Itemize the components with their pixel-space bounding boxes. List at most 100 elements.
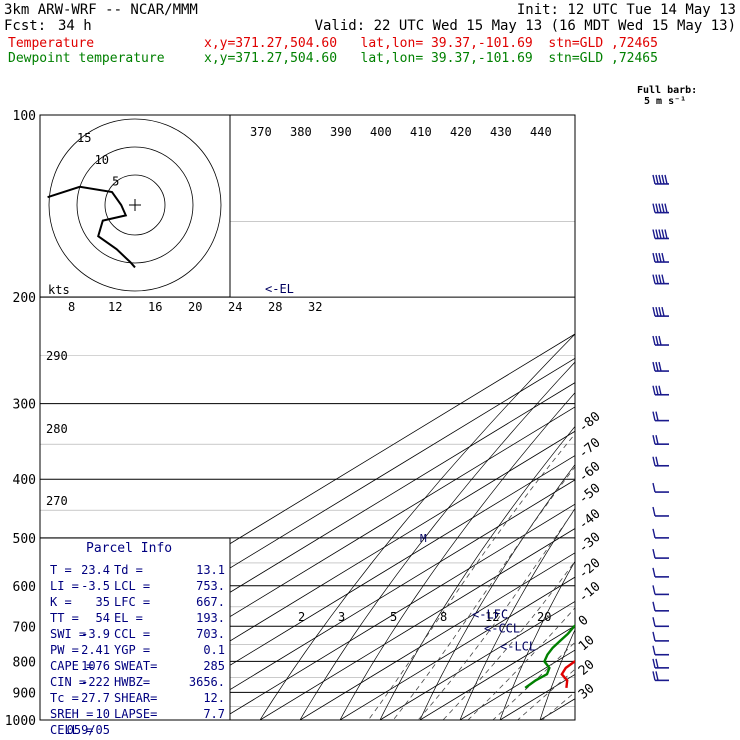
forecast-label: Fcst:	[4, 18, 47, 34]
mixing-ratio-tick-label: 8	[68, 300, 75, 314]
dry-adiabat	[259, 333, 575, 720]
storm-motion-marker: M	[420, 532, 427, 545]
wind-barb	[652, 361, 669, 372]
wind-barb-flag	[664, 174, 668, 185]
wind-barb-flag	[652, 435, 656, 445]
dry-adiabat	[419, 464, 575, 720]
wind-barb-flag	[661, 203, 665, 213]
temperature-tick-label: -40	[576, 506, 604, 533]
wind-barb-flag	[658, 361, 662, 372]
wind-barb-flag	[652, 274, 656, 284]
wind-key-label: Full barb:	[637, 85, 697, 96]
wind-barb-flag	[655, 361, 659, 372]
dewpoint-line	[524, 623, 575, 689]
parcel-info-cell: Td =	[114, 563, 143, 577]
isotherm	[379, 600, 575, 720]
wind-barb-flag	[652, 528, 656, 539]
wind-barb-flag	[661, 306, 665, 317]
theta-low-tick-label: 270	[46, 494, 68, 508]
temperature-tick-label: -80	[576, 409, 604, 436]
temperature-tick: -50	[576, 481, 604, 508]
parcel-info-cell: SWEAT=	[114, 659, 157, 673]
hodograph-ring	[104, 174, 166, 236]
wind-barb	[652, 671, 669, 682]
wind-barb-flag	[652, 385, 656, 395]
wind-barb-flag	[655, 385, 659, 395]
temperature-tick: 0	[576, 613, 592, 630]
parcel-info-cell: 12.	[203, 691, 225, 705]
parcel-info-cell: T =	[50, 563, 72, 577]
theta-low-tick-label: 290	[46, 349, 68, 363]
temperature-tick-label: -60	[576, 459, 604, 486]
pressure-tick-label: 300	[13, 398, 36, 413]
wind-barb-flag	[655, 658, 659, 669]
theta-tick-label: 370	[250, 125, 272, 139]
parcel-info-cell: K =	[50, 595, 72, 609]
dry-adiabat	[459, 507, 575, 720]
wind-barb	[652, 631, 669, 642]
pressure-tick-label: 500	[13, 532, 36, 547]
wind-barb-flag	[658, 229, 662, 239]
mixing-ratio-tick-label: 20	[188, 300, 202, 314]
wind-barb-flag	[661, 274, 665, 284]
legend-dewpoint: Dewpoint temperature	[8, 51, 165, 66]
wind-barb-flag	[655, 229, 659, 239]
temperature-tick-label: -30	[576, 530, 604, 557]
wind-barb	[652, 252, 669, 263]
wind-barb-flag	[661, 252, 665, 263]
temperature-tick-label: -50	[576, 481, 604, 508]
wind-barb	[652, 435, 669, 445]
parcel-info-cell: 27.7	[81, 691, 110, 705]
hodograph-units: kts	[48, 283, 70, 297]
dry-adiabat	[499, 560, 575, 720]
wind-barb-flag	[658, 174, 662, 185]
wind-barb-flag	[658, 274, 662, 284]
wind-barb-flag	[652, 482, 656, 493]
wind-barb	[652, 335, 669, 346]
parcel-info-cell: 2.41	[81, 643, 110, 657]
level-label: <-CCL	[484, 621, 520, 635]
parcel-info-title: Parcel Info	[86, 541, 172, 556]
isotherm	[339, 576, 575, 720]
mixing-ratio-low-tick-label: 5	[390, 610, 397, 624]
isotherm	[139, 455, 575, 720]
temperature-tick: 10	[576, 633, 598, 655]
mixing-ratio-tick-label: 24	[228, 300, 242, 314]
wind-barb	[652, 506, 669, 517]
moist-adiabat	[417, 508, 575, 720]
wind-barb-flag	[655, 335, 659, 346]
wind-barb-flag	[652, 411, 656, 421]
wind-barb-flag	[652, 658, 656, 669]
parcel-info-cell: -3.9	[81, 627, 110, 641]
wind-barb-flag	[655, 203, 659, 213]
wind-barb-flag	[655, 671, 659, 681]
hodograph-ring	[48, 118, 222, 292]
parcel-info-cell: SHEAR=	[114, 691, 157, 705]
parcel-info-cell: Tc =	[50, 691, 79, 705]
parcel-info-cell: 54	[96, 611, 110, 625]
parcel-info-cell: CAPE =	[50, 659, 93, 673]
wind-barb-flag	[652, 361, 656, 372]
wind-barb-flag	[652, 306, 656, 317]
hodograph-ring-label: 10	[95, 153, 109, 167]
theta-tick-label: 430	[490, 125, 512, 139]
temperature-tick: -10	[576, 579, 604, 606]
wind-barb	[652, 229, 669, 240]
theta-tick-label: 440	[530, 125, 552, 139]
hodograph-trace	[47, 185, 136, 269]
wind-barb-flag	[658, 385, 662, 395]
parcel-info-cell: HWBZ=	[114, 675, 150, 689]
parcel-info-cell: 7.7	[203, 707, 225, 721]
wind-barb	[652, 645, 669, 656]
temperature-tick-label: 20	[576, 657, 598, 679]
mixing-ratio-low-tick-label: 3	[338, 610, 345, 624]
hodograph-ring	[76, 146, 194, 264]
dry-adiabat	[539, 628, 575, 720]
wind-barb-flag	[664, 203, 668, 213]
wind-barb	[652, 528, 669, 539]
parcel-info-cell: -222	[81, 675, 110, 689]
parcel-info-cell: 1076	[81, 659, 110, 673]
parcel-info-cell: -3.5	[81, 579, 110, 593]
parcel-info-cell: SWI =	[50, 627, 86, 641]
temperature-tick-label: -20	[576, 556, 604, 583]
